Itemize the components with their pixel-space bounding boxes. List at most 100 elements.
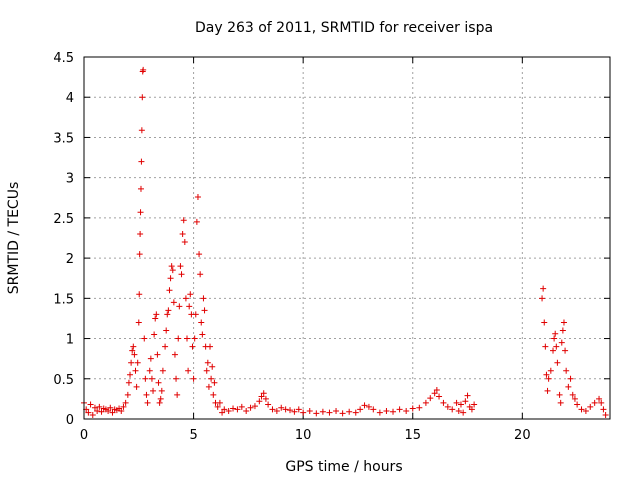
data-point [137, 185, 144, 192]
data-point [159, 367, 166, 374]
data-point [152, 315, 159, 322]
data-point [138, 158, 145, 165]
data-point [219, 409, 226, 416]
data-point [313, 410, 320, 417]
x-tick-label: 5 [189, 428, 197, 443]
y-tick-label: 1 [66, 333, 74, 348]
data-point [238, 403, 245, 410]
data-point [131, 351, 138, 358]
data-point [156, 399, 163, 406]
chart-title: Day 263 of 2011, SRMTID for receiver isp… [195, 20, 493, 36]
data-point [164, 311, 171, 318]
data-point [602, 411, 609, 418]
data-point [211, 379, 218, 386]
data-point [587, 403, 594, 410]
data-point [262, 395, 269, 402]
data-point [403, 407, 410, 414]
data-point [153, 311, 160, 318]
data-point [208, 375, 215, 382]
data-point [291, 408, 298, 415]
data-point [300, 409, 307, 416]
data-point [194, 193, 201, 200]
data-point [352, 409, 359, 416]
data-point [186, 303, 193, 310]
data-point [543, 371, 550, 378]
axis-ticks: 0 0.5 1 1.5 2 2.5 3 3.5 4 4.5 0 5 10 15 20 [53, 51, 610, 443]
data-point [192, 311, 199, 318]
data-point [557, 399, 564, 406]
data-point [256, 398, 263, 405]
data-point [539, 295, 546, 302]
data-point [89, 411, 96, 418]
y-tick-label: 0.5 [53, 373, 74, 388]
data-point [178, 271, 185, 278]
data-point [462, 398, 469, 405]
data-point [559, 327, 566, 334]
data-point [565, 383, 572, 390]
y-axis-label: SRMTID / TECUs [6, 182, 22, 295]
data-point [540, 285, 547, 292]
data-point [471, 401, 478, 408]
data-point [282, 406, 289, 413]
data-point [191, 335, 198, 342]
data-point [180, 217, 187, 224]
data-point [265, 401, 272, 408]
data-point [553, 343, 560, 350]
data-point [141, 335, 148, 342]
data-point [542, 343, 549, 350]
data-point [181, 239, 188, 246]
data-point [190, 375, 197, 382]
data-point [230, 405, 237, 412]
data-point [361, 402, 368, 409]
data-point [306, 407, 313, 414]
data-point [582, 407, 589, 414]
data-point [376, 409, 383, 416]
data-point [142, 375, 149, 382]
data-point [179, 230, 186, 237]
data-point [563, 367, 570, 374]
data-point [125, 379, 132, 386]
data-point [258, 393, 265, 400]
data-point [200, 295, 207, 302]
data-point [169, 267, 176, 274]
data-point [269, 406, 276, 413]
x-tick-label: 0 [80, 428, 88, 443]
y-tick-label: 3 [66, 172, 74, 187]
data-point [204, 359, 211, 366]
data-point [140, 66, 147, 73]
data-point [544, 387, 551, 394]
data-point [436, 393, 443, 400]
data-point [560, 319, 567, 326]
data-point [143, 391, 150, 398]
data-point [91, 404, 98, 411]
data-point [134, 359, 141, 366]
y-tick-label: 0 [66, 413, 74, 428]
x-tick-label: 15 [404, 428, 421, 443]
data-point [157, 395, 164, 402]
data-point [118, 407, 125, 414]
data-point [346, 408, 353, 415]
data-point [455, 407, 462, 414]
data-point [107, 404, 114, 411]
data-point [225, 407, 232, 414]
data-point [214, 403, 221, 410]
data-point [138, 127, 145, 134]
data-point [193, 218, 200, 225]
data-point [365, 403, 372, 410]
data-point [574, 401, 581, 408]
grid [84, 57, 610, 419]
data-point [109, 409, 116, 416]
data-point [278, 404, 285, 411]
data-point [168, 263, 175, 270]
data-point [137, 230, 144, 237]
data-point [185, 367, 192, 374]
data-point [295, 406, 302, 413]
data-point [167, 275, 174, 282]
data-point [234, 406, 241, 413]
data-point [552, 330, 559, 337]
data-point [175, 335, 182, 342]
data-point [105, 407, 112, 414]
data-point [433, 387, 440, 394]
data-point [124, 391, 131, 398]
data-point [558, 339, 565, 346]
